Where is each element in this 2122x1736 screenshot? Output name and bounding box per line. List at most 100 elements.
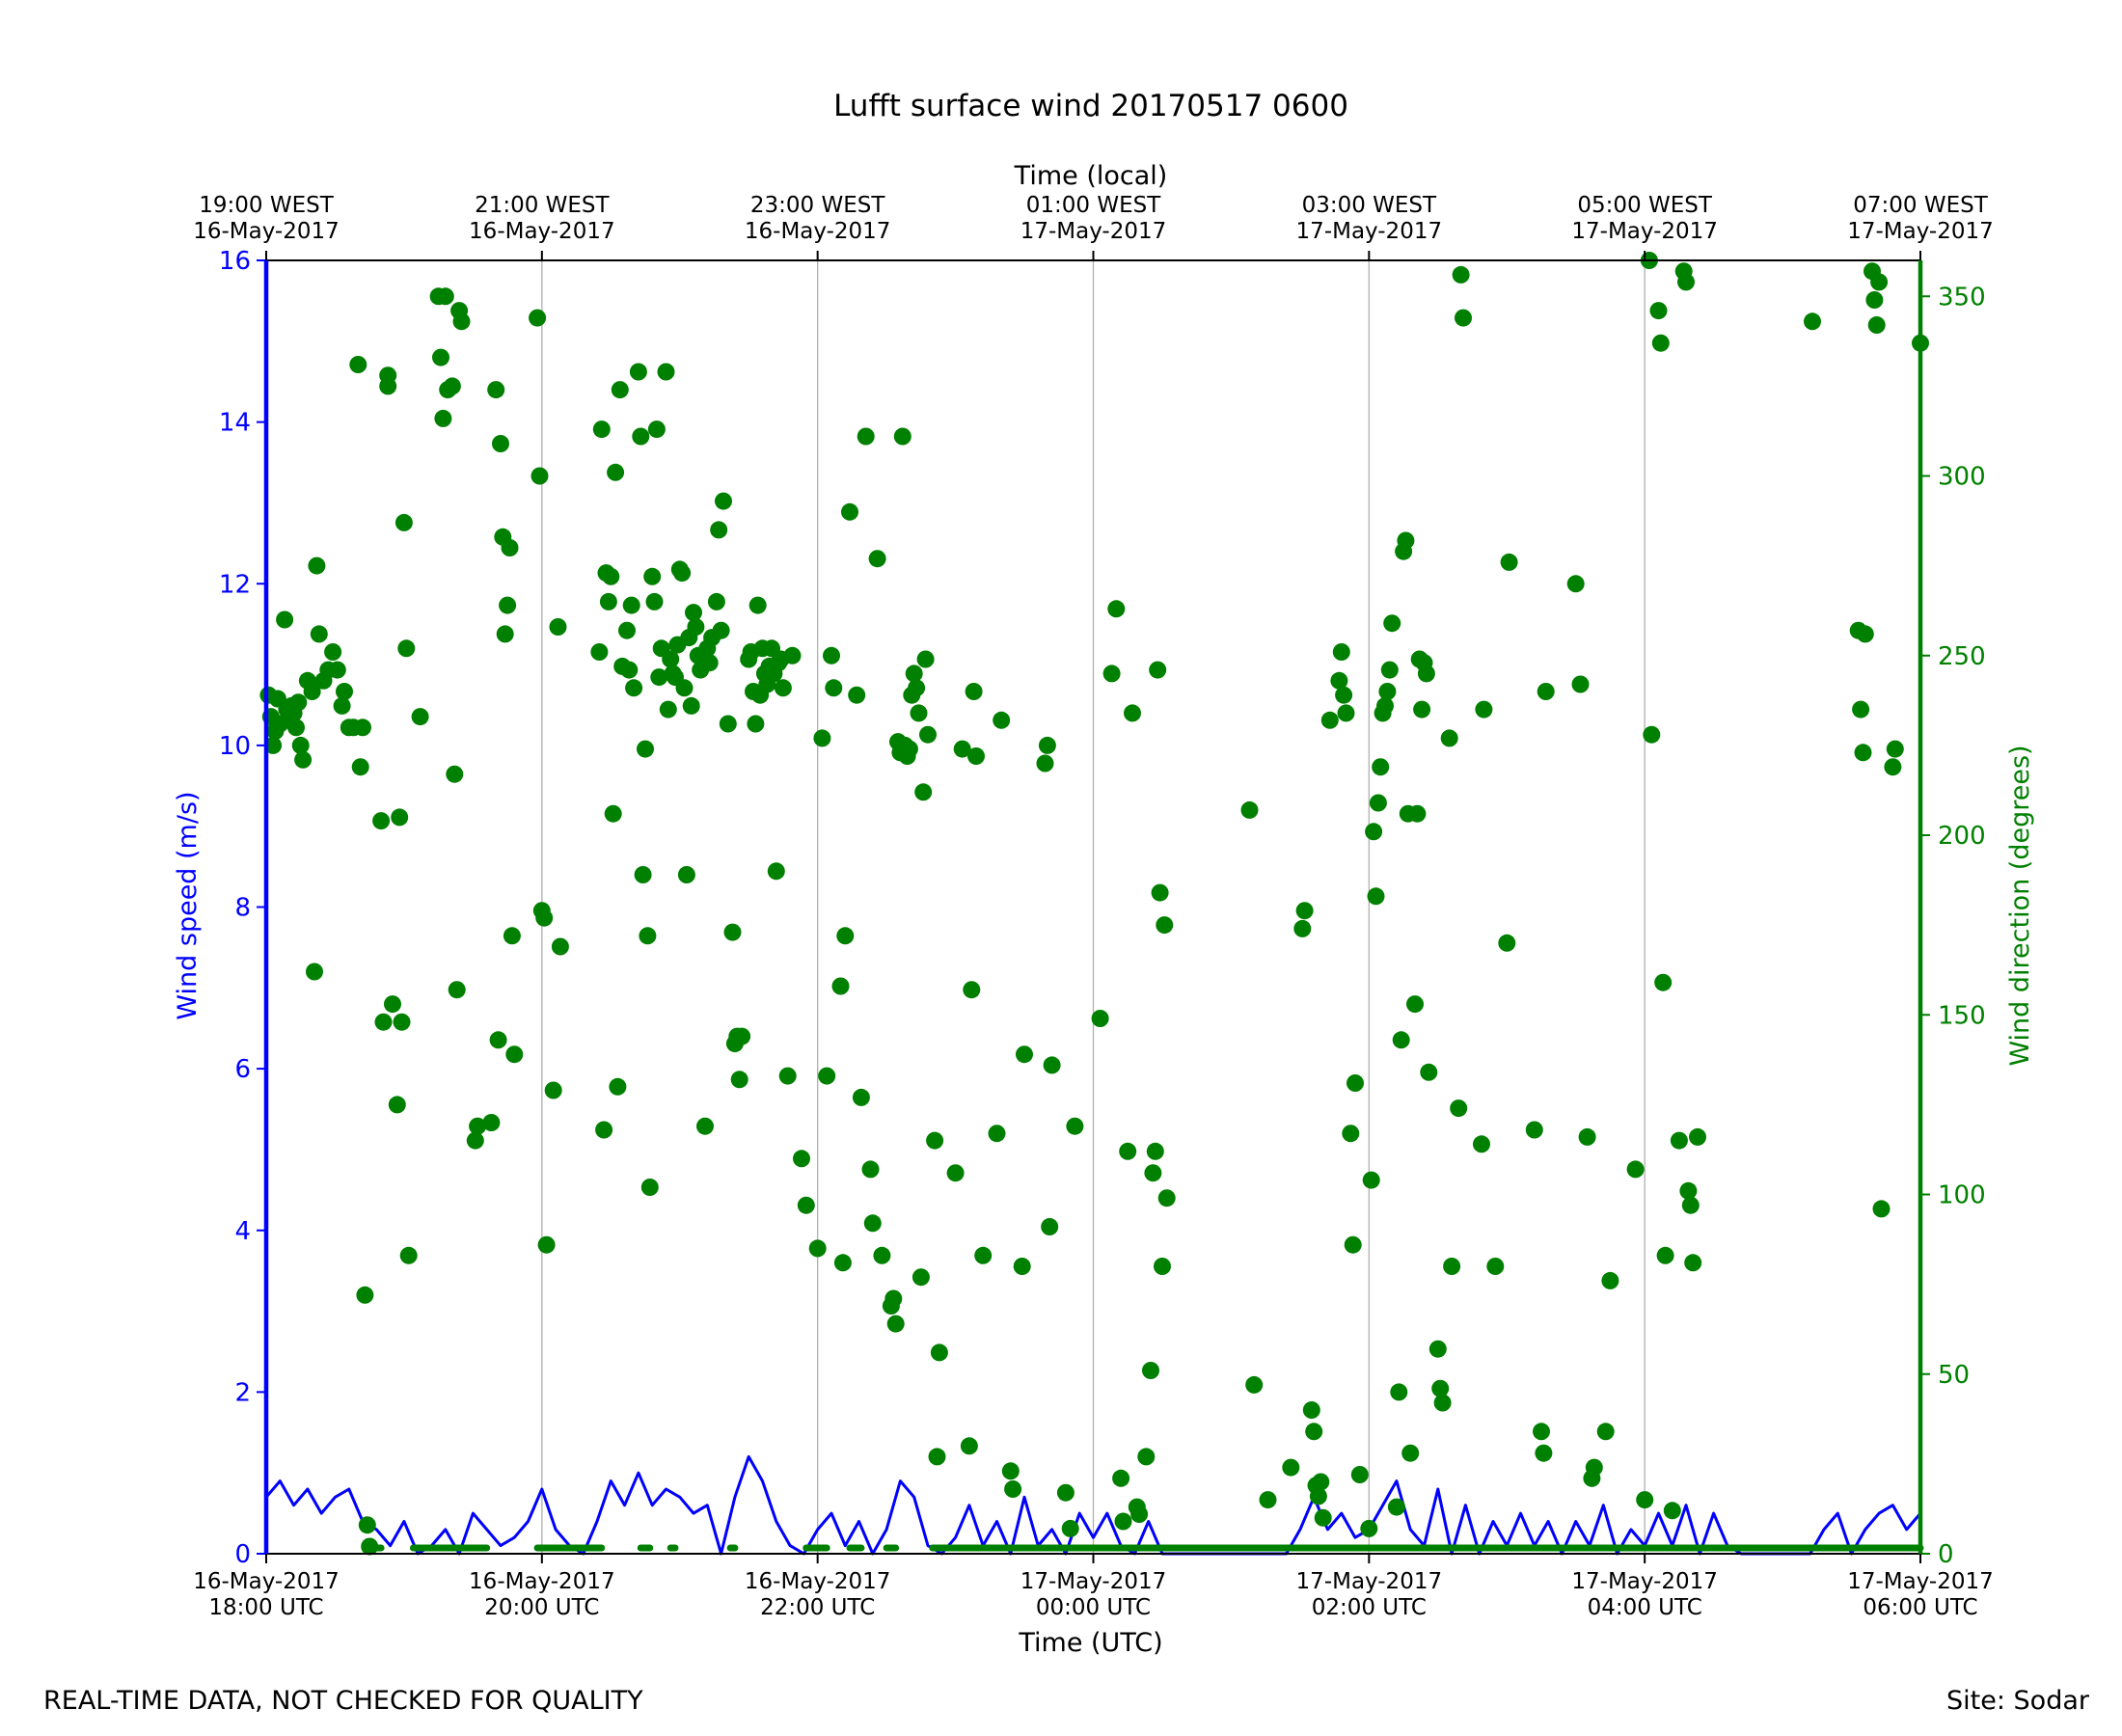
direction-point <box>351 758 369 776</box>
direction-point <box>1537 683 1555 700</box>
direction-point <box>793 1150 810 1168</box>
x2-tick-label-time: 05:00 WEST <box>1577 193 1712 218</box>
direction-point <box>482 1114 501 1131</box>
direction-point <box>852 1088 870 1106</box>
direction-point <box>310 625 328 643</box>
direction-point <box>391 808 409 827</box>
direction-point <box>1408 804 1427 823</box>
direction-point <box>537 1235 556 1254</box>
x2-tick-label-date: 16-May-2017 <box>193 219 340 244</box>
direction-point <box>1656 1246 1674 1264</box>
direction-point <box>1004 1480 1022 1498</box>
direction-point <box>1475 700 1493 719</box>
y-tick-label: 14 <box>219 409 251 438</box>
direction-point <box>487 381 505 399</box>
direction-point <box>1380 661 1399 679</box>
direction-point <box>1156 916 1174 935</box>
direction-point <box>1433 1394 1452 1412</box>
direction-point <box>1872 1200 1891 1218</box>
direction-point <box>774 679 792 697</box>
x-tick-label-date: 16-May-2017 <box>745 1569 891 1594</box>
direction-point <box>549 618 567 636</box>
direction-point <box>723 923 742 941</box>
x-tick-label-time: 04:00 UTC <box>1588 1595 1702 1620</box>
y2-tick-label: 150 <box>1938 1001 1986 1030</box>
x2-tick-label-date: 17-May-2017 <box>1847 219 1994 244</box>
direction-point <box>599 592 617 610</box>
direction-point <box>436 287 454 306</box>
direction-point <box>629 363 647 381</box>
direction-point <box>1397 531 1415 550</box>
direction-point <box>595 1121 613 1139</box>
direction-point <box>469 1117 487 1135</box>
direction-point <box>264 736 283 754</box>
direction-point <box>1124 704 1141 722</box>
direction-point <box>930 1343 948 1362</box>
x2-tick-label-time: 03:00 WEST <box>1302 193 1437 218</box>
direction-point <box>863 1214 882 1233</box>
x-tick-label-time: 22:00 UTC <box>760 1595 875 1620</box>
y2-tick-label: 0 <box>1938 1540 1954 1569</box>
direction-point <box>1367 887 1385 906</box>
direction-point <box>1401 1444 1420 1462</box>
direction-point <box>1443 1258 1461 1275</box>
direction-point <box>1332 643 1350 661</box>
direction-point <box>1151 883 1169 902</box>
direction-point <box>778 1067 797 1085</box>
direction-point <box>1038 736 1056 754</box>
direction-point <box>696 1117 714 1135</box>
direction-point <box>1112 1469 1130 1487</box>
direction-point <box>1651 334 1670 352</box>
direction-point <box>911 1268 930 1287</box>
direction-point <box>1486 1258 1505 1275</box>
direction-point <box>1601 1271 1619 1289</box>
direction-point <box>492 435 509 452</box>
direction-point <box>868 550 886 568</box>
direction-point <box>620 661 639 679</box>
direction-point <box>306 963 323 981</box>
direction-point <box>946 1164 965 1182</box>
direction-point <box>1643 725 1661 744</box>
direction-point <box>1413 700 1431 719</box>
direction-point <box>411 708 429 726</box>
direction-point <box>372 812 391 830</box>
direction-point <box>841 502 858 521</box>
direction-point <box>434 409 452 427</box>
y2-tick-label: 300 <box>1938 463 1986 492</box>
direction-point <box>388 1096 406 1114</box>
direction-point <box>707 592 725 610</box>
direction-point <box>1417 665 1435 683</box>
x-tick-label-date: 16-May-2017 <box>469 1569 615 1594</box>
direction-point <box>808 1239 827 1258</box>
direction-point <box>823 646 840 665</box>
direction-point <box>1884 758 1902 776</box>
x2-tick-label-time: 07:00 WEST <box>1853 193 1988 218</box>
direction-point <box>1670 1131 1688 1150</box>
direction-point <box>710 521 728 539</box>
direction-point <box>1001 1462 1020 1480</box>
direction-point <box>1350 1466 1369 1483</box>
direction-point <box>1681 1196 1700 1214</box>
y-tick-label: 4 <box>234 1217 251 1246</box>
direction-point <box>607 463 625 481</box>
direction-point <box>873 1246 891 1264</box>
direction-point <box>1372 758 1390 776</box>
direction-point <box>1390 1383 1408 1401</box>
axis-ticks: 0 2 4 6 8 10 12 14 16 0 50 100 150 200 250 300 350 16-May… <box>193 193 1994 1620</box>
direction-point <box>625 679 643 697</box>
direction-point <box>783 646 802 665</box>
direction-point <box>700 654 719 672</box>
direction-point <box>1114 1512 1132 1531</box>
direction-point <box>818 1067 836 1085</box>
direction-point <box>643 567 662 585</box>
x2-tick-label-time: 19:00 WEST <box>199 193 334 218</box>
direction-point <box>287 719 305 737</box>
direction-point <box>397 639 416 658</box>
direction-point <box>1137 1448 1156 1466</box>
direction-point <box>1406 995 1424 1014</box>
direction-point <box>496 625 514 643</box>
direction-point <box>685 604 702 622</box>
x-tick-label-date: 17-May-2017 <box>1847 1569 1994 1594</box>
direction-point <box>1154 1258 1171 1275</box>
x2-tick-label-date: 17-May-2017 <box>1296 219 1443 244</box>
